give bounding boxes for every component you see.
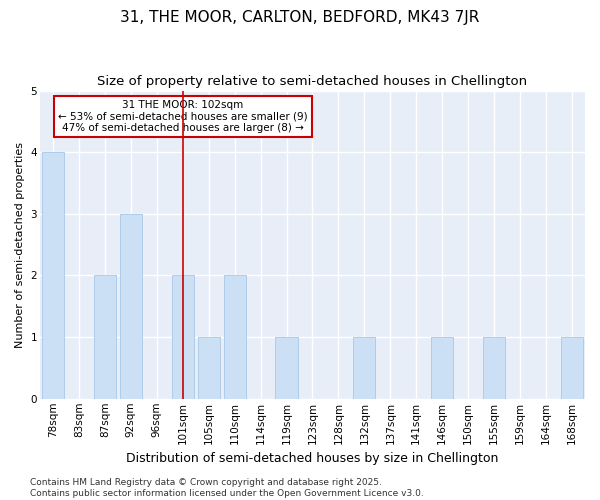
Text: 31, THE MOOR, CARLTON, BEDFORD, MK43 7JR: 31, THE MOOR, CARLTON, BEDFORD, MK43 7JR [121,10,479,25]
Bar [561,337,583,399]
Title: Size of property relative to semi-detached houses in Chellington: Size of property relative to semi-detach… [97,75,527,88]
X-axis label: Distribution of semi-detached houses by size in Chellington: Distribution of semi-detached houses by … [126,452,499,465]
Text: Contains HM Land Registry data © Crown copyright and database right 2025.
Contai: Contains HM Land Registry data © Crown c… [30,478,424,498]
Bar [275,337,298,399]
Bar [353,337,376,399]
Bar [42,152,64,399]
Bar [224,276,245,399]
Bar [431,337,453,399]
Bar [483,337,505,399]
Bar [197,337,220,399]
Text: 31 THE MOOR: 102sqm
← 53% of semi-detached houses are smaller (9)
47% of semi-de: 31 THE MOOR: 102sqm ← 53% of semi-detach… [58,100,308,133]
Bar [172,276,194,399]
Y-axis label: Number of semi-detached properties: Number of semi-detached properties [15,142,25,348]
Bar [94,276,116,399]
Bar [120,214,142,399]
